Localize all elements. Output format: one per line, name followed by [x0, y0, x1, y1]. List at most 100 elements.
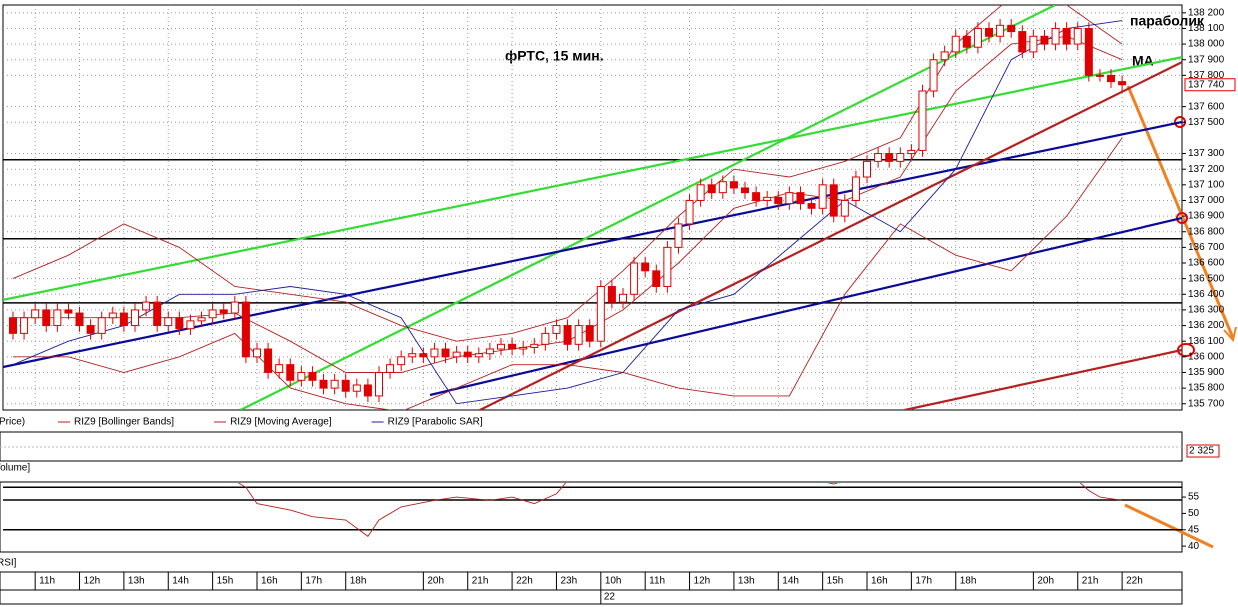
y-tick-label: 135 700 [1188, 398, 1225, 409]
x-tick-label: 10h [605, 576, 622, 587]
date-label: 22 [604, 592, 616, 603]
candle-body [585, 325, 594, 342]
y-tick-label: 136 600 [1188, 258, 1225, 269]
candle-body [530, 343, 539, 348]
candle-body [996, 24, 1005, 37]
x-tick-label: 20h [427, 576, 444, 587]
legend-price: Price) [0, 417, 25, 428]
candle-body [275, 364, 284, 373]
candle-body [741, 187, 750, 194]
candle-body [341, 379, 350, 392]
candle-body [1107, 74, 1116, 83]
candle-body [519, 346, 528, 350]
candle-body [64, 309, 73, 314]
candle-body [119, 312, 128, 327]
candle-body [75, 312, 84, 327]
candle-body [430, 348, 439, 358]
legend-label: RIZ9 [Moving Average] [230, 417, 332, 428]
x-tick-label: 22h [1126, 576, 1143, 587]
candle-body [286, 364, 295, 381]
y-tick-label: 136 700 [1188, 242, 1225, 253]
y-tick-label: 137 300 [1188, 148, 1225, 159]
candle-body [496, 343, 505, 350]
candle-body [796, 192, 805, 205]
x-tick-label: 17h [305, 576, 322, 587]
candle-body [619, 293, 628, 303]
x-tick-label: 13h [128, 576, 145, 587]
candle-body [851, 176, 860, 201]
candle-body [142, 301, 151, 311]
x-tick-label: 15h [827, 576, 844, 587]
candle-body [718, 181, 727, 194]
candle-body [31, 309, 40, 319]
candle-body [918, 90, 927, 151]
annotation: фРТС, 15 мин. [505, 48, 604, 64]
candle-body [508, 343, 517, 350]
candle-body [474, 353, 483, 358]
rsi-tick-label: 40 [1188, 541, 1200, 552]
candle-body [940, 51, 949, 61]
rsi-label: RSI] [0, 558, 17, 569]
candle-body [1007, 24, 1016, 33]
trend-line [429, 216, 1182, 397]
candle-body [441, 348, 450, 358]
x-tick-label: 11h [649, 576, 665, 587]
y-tick-label: 135 800 [1188, 383, 1225, 394]
candle-body [885, 153, 894, 162]
candle-body [907, 149, 916, 155]
candle-body [42, 309, 51, 327]
trend-line [904, 348, 1182, 410]
candle-body [874, 153, 883, 162]
candle-body [175, 317, 184, 330]
candle-body [541, 332, 550, 345]
volume-label: Volume] [0, 463, 30, 474]
candle-body [574, 325, 583, 345]
x-tick-label: 23h [560, 576, 577, 587]
price-plot [3, 5, 1182, 410]
candle-body [951, 35, 960, 53]
x-tick-label: 12h [694, 576, 711, 587]
forecast-arrow [1126, 85, 1235, 339]
arrow-head [1223, 326, 1237, 343]
y-tick-label: 136 900 [1188, 211, 1225, 222]
candle-body [641, 262, 650, 272]
candle-body [663, 246, 672, 287]
rsi-forecast-arrow [1124, 503, 1214, 549]
candle-body [308, 371, 317, 381]
y-tick-label: 136 000 [1188, 351, 1225, 362]
candle-body [86, 325, 95, 334]
y-tick-label: 138 000 [1188, 39, 1225, 50]
candle-body [230, 301, 239, 314]
candle-body [408, 353, 417, 358]
candle-body [241, 301, 250, 358]
candle-body [752, 192, 761, 201]
candle-body [785, 192, 794, 205]
candle-body [208, 309, 217, 319]
candle-body [186, 320, 195, 330]
candle-body [463, 351, 472, 358]
x-tick-label: 21h [472, 576, 489, 587]
rsi-tick-label: 50 [1188, 508, 1200, 519]
rsi-pane [0, 481, 1183, 553]
legend-label: RIZ9 [Bollinger Bands] [74, 417, 174, 428]
candle-body [607, 285, 616, 303]
candle-body [264, 348, 273, 373]
legend-label: RIZ9 [Parabolic SAR] [388, 417, 483, 428]
candle-body [685, 199, 694, 225]
x-tick-label: 14h [172, 576, 189, 587]
marker-circle [1176, 212, 1188, 224]
y-tick-label: 136 200 [1188, 320, 1225, 331]
y-tick-label: 136 800 [1188, 226, 1225, 237]
candle-body [130, 309, 139, 327]
y-tick-label: 137 900 [1188, 54, 1225, 65]
candle-body [8, 317, 17, 334]
x-tick-label: 20h [1037, 576, 1054, 587]
candle-body [896, 153, 905, 162]
x-tick-label: 14h [782, 576, 799, 587]
candle-body [352, 384, 361, 392]
candle-body [1029, 35, 1038, 53]
indicator-line [12, 20, 1123, 405]
candle-body [108, 312, 117, 319]
